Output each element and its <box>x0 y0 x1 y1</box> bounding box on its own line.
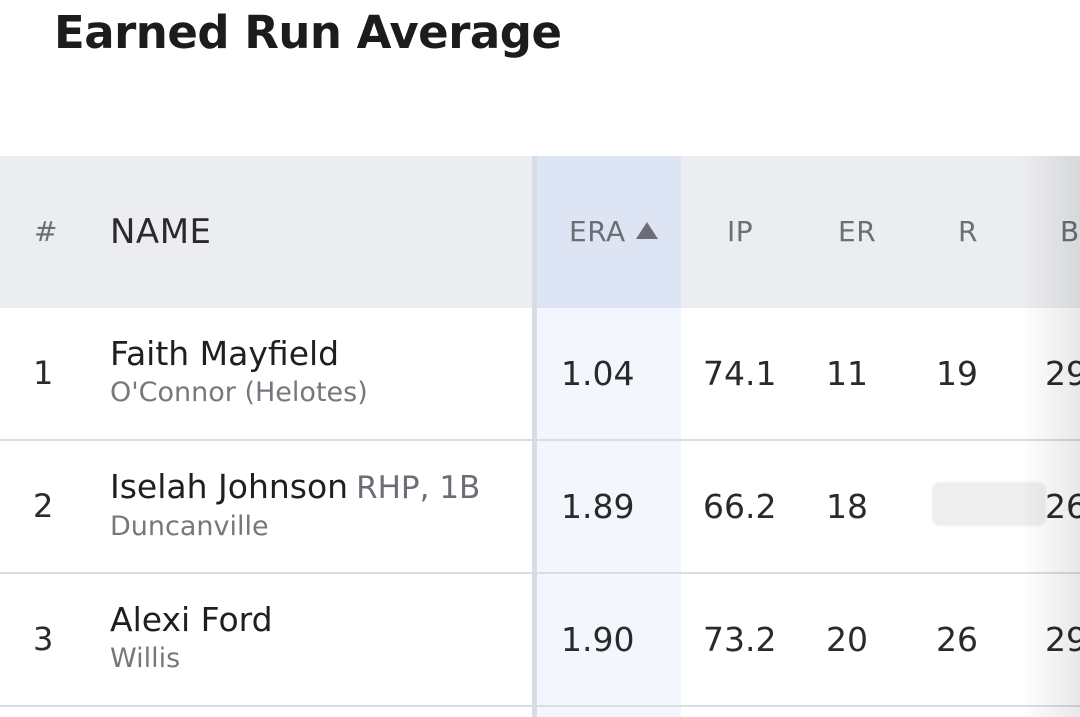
player-name[interactable]: Faith Mayfield <box>110 334 368 374</box>
table-row[interactable]: 2 Iselah Johnson RHP, 1B Duncanville 1.89… <box>0 441 1080 574</box>
player-name-text: Iselah Johnson <box>110 467 349 506</box>
sorted-column-highlight <box>537 574 681 705</box>
era-cell: 1.89 <box>561 487 635 526</box>
player-name[interactable]: Iselah Johnson RHP, 1B <box>110 467 480 508</box>
player-cell[interactable]: Faith Mayfield O'Connor (Helotes) <box>110 334 368 410</box>
bb-cell: 26 <box>1045 487 1080 526</box>
er-cell: 20 <box>826 620 868 659</box>
er-cell: 18 <box>826 487 868 526</box>
player-team[interactable]: Willis <box>110 643 181 674</box>
table-row[interactable]: 1 Faith Mayfield O'Connor (Helotes) 1.04… <box>0 308 1080 441</box>
era-cell: 1.04 <box>561 354 635 393</box>
sorted-column-highlight <box>537 707 681 717</box>
column-header-r[interactable]: R <box>958 215 978 248</box>
ip-cell: 66.2 <box>703 487 777 526</box>
er-cell: 11 <box>826 354 868 393</box>
player-team[interactable]: O'Connor (Helotes) <box>110 377 368 408</box>
player-position: RHP, 1B <box>356 470 481 506</box>
sorted-column-highlight <box>537 441 681 572</box>
column-header-era[interactable]: ERA <box>569 156 658 308</box>
table-header-row: # NAME ERA IP ER R BB <box>0 156 1080 308</box>
rank-cell: 2 <box>33 487 54 525</box>
column-header-rank[interactable]: # <box>34 215 58 248</box>
column-header-era-label: ERA <box>569 215 626 248</box>
column-header-bb[interactable]: BB <box>1060 215 1080 248</box>
r-cell: 26 <box>936 620 978 659</box>
r-cell: 19 <box>936 354 978 393</box>
column-header-ip[interactable]: IP <box>727 215 754 248</box>
ip-cell: 73.2 <box>703 620 777 659</box>
sort-ascending-icon <box>635 222 658 239</box>
table-row-partial[interactable] <box>0 707 1080 717</box>
redacted-r-cell <box>932 482 1046 526</box>
page-title: Earned Run Average <box>54 6 562 59</box>
ip-cell: 74.1 <box>703 354 777 393</box>
player-name-text: Faith Mayfield <box>110 334 340 373</box>
sorted-column-highlight <box>537 308 681 439</box>
player-cell[interactable]: Alexi Ford Willis <box>110 600 273 676</box>
frozen-column-divider <box>532 156 537 717</box>
era-cell: 1.90 <box>561 620 635 659</box>
table-row[interactable]: 3 Alexi Ford Willis 1.90 73.2 20 26 29 <box>0 574 1080 707</box>
stats-table: # NAME ERA IP ER R BB 1 Faith Mayfield O… <box>0 156 1080 717</box>
player-name-text: Alexi Ford <box>110 600 273 639</box>
player-cell[interactable]: Iselah Johnson RHP, 1B Duncanville <box>110 467 480 544</box>
bb-cell: 29 <box>1045 354 1080 393</box>
bb-cell: 29 <box>1045 620 1080 659</box>
column-header-er[interactable]: ER <box>838 215 877 248</box>
rank-cell: 3 <box>33 620 54 658</box>
column-header-name[interactable]: NAME <box>110 212 212 252</box>
player-team[interactable]: Duncanville <box>110 511 269 542</box>
player-name[interactable]: Alexi Ford <box>110 600 273 640</box>
rank-cell: 1 <box>33 354 54 392</box>
